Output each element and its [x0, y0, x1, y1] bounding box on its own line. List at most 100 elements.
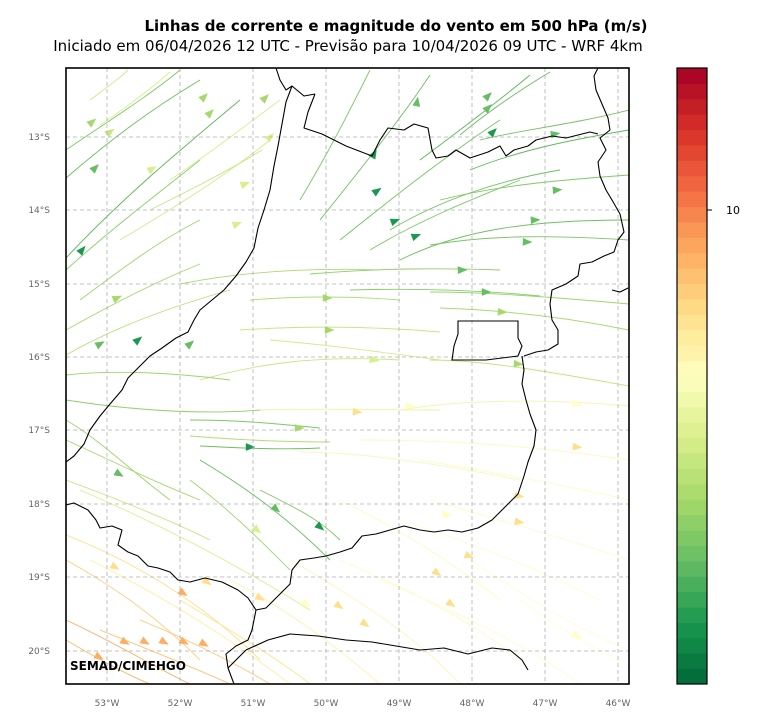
streamline — [469, 129, 629, 171]
streamline — [99, 71, 171, 126]
flow-arrow — [94, 341, 105, 350]
north-edge-boundary — [275, 68, 293, 91]
flow-arrow — [198, 638, 209, 647]
flow-arrow — [487, 128, 497, 138]
map-title: Linhas de corrente e magnitude do vento … — [144, 17, 648, 35]
colorbar-band — [677, 499, 707, 516]
streamline — [179, 268, 381, 285]
colorbar-band — [677, 129, 707, 146]
streamline — [319, 74, 431, 221]
flow-arrow — [522, 237, 533, 246]
flow-arrow — [314, 521, 325, 531]
map-frame — [65, 67, 630, 685]
flow-arrow — [513, 359, 524, 368]
colorbar-band — [677, 114, 707, 131]
state-boundary — [66, 355, 537, 684]
streamline — [66, 639, 151, 684]
streamline — [66, 371, 231, 381]
streamline — [439, 174, 629, 201]
longitude-label: 50°W — [314, 699, 339, 709]
flow-arrow — [410, 233, 422, 242]
streamline — [199, 445, 321, 450]
streamline — [66, 479, 211, 541]
colorbar-band — [677, 376, 707, 392]
flow-arrow — [572, 399, 583, 408]
colorbar-band — [677, 252, 707, 269]
flow-arrow — [132, 336, 143, 346]
streamline — [66, 399, 261, 413]
streamline — [66, 79, 201, 179]
streamline — [66, 263, 201, 331]
flow-arrow — [113, 468, 124, 477]
streamline — [299, 69, 371, 201]
flow-arrow — [352, 407, 363, 416]
longitude-label: 53°W — [95, 699, 120, 709]
flow-arrow — [86, 118, 97, 128]
streamline — [99, 629, 231, 684]
flow-arrow — [482, 104, 492, 114]
colorbar-band — [677, 237, 707, 254]
streamline — [66, 419, 171, 501]
colorbar-band — [677, 222, 707, 238]
flow-arrow — [146, 166, 157, 175]
longitude-label: 51°W — [241, 699, 266, 709]
longitude-label: 47°W — [533, 699, 558, 709]
colorbar-band — [677, 329, 707, 346]
state-boundary-north — [303, 93, 599, 159]
colorbar-band — [677, 468, 707, 485]
latitude-label: 17°S — [28, 426, 50, 436]
flow-arrow — [184, 340, 195, 350]
flow-arrow — [259, 94, 269, 104]
flow-arrow — [552, 186, 563, 195]
streamline — [439, 307, 629, 331]
flow-arrow — [571, 630, 582, 640]
colorbar-band — [677, 360, 707, 377]
flow-arrow — [431, 567, 442, 577]
streamline — [369, 179, 521, 251]
colorbar-band — [677, 591, 707, 608]
flow-arrow — [264, 133, 274, 143]
flow-arrow — [198, 93, 208, 103]
flow-arrow — [178, 636, 189, 645]
flow-arrow — [497, 307, 508, 316]
state-boundary-east — [523, 68, 625, 357]
streamline — [299, 451, 521, 481]
flow-arrow — [139, 636, 150, 645]
colorbar-band — [677, 545, 707, 562]
streamline — [189, 479, 291, 571]
colorbar-band — [677, 668, 707, 685]
latitude-label: 20°S — [28, 647, 50, 657]
credit-label: SEMAD/CIMEHGO — [70, 659, 186, 673]
flow-arrow — [119, 636, 130, 645]
east-inlet-boundary — [611, 287, 629, 293]
colorbar-band — [677, 637, 707, 654]
colorbar: 10 — [676, 67, 740, 685]
streamline — [66, 69, 181, 151]
flow-arrow — [109, 561, 120, 570]
flow-arrow — [76, 245, 86, 256]
latitude-labels: 13°S 14°S 15°S 16°S 17°S 18°S 19°S 20°S — [28, 133, 50, 657]
streamline — [389, 169, 561, 231]
streamlines — [66, 69, 629, 684]
longitude-label: 46°W — [606, 699, 631, 709]
latitude-label: 16°S — [28, 353, 50, 363]
flow-arrow — [514, 517, 525, 526]
df-boundary — [451, 320, 523, 361]
streamline — [349, 288, 541, 297]
west-boundary — [66, 85, 316, 463]
latitude-label: 13°S — [28, 133, 50, 143]
streamline — [119, 139, 271, 241]
streamline — [339, 559, 521, 661]
flow-arrow — [254, 592, 265, 601]
south-boundary — [227, 633, 529, 671]
flow-arrow — [239, 181, 251, 190]
streamline — [419, 459, 629, 501]
flow-arrow — [245, 443, 256, 451]
streamline — [229, 579, 381, 684]
streamline — [66, 534, 261, 661]
streamline — [79, 219, 201, 301]
streamline — [66, 559, 201, 661]
latitude-label: 15°S — [28, 280, 50, 290]
flow-arrow — [270, 503, 281, 513]
